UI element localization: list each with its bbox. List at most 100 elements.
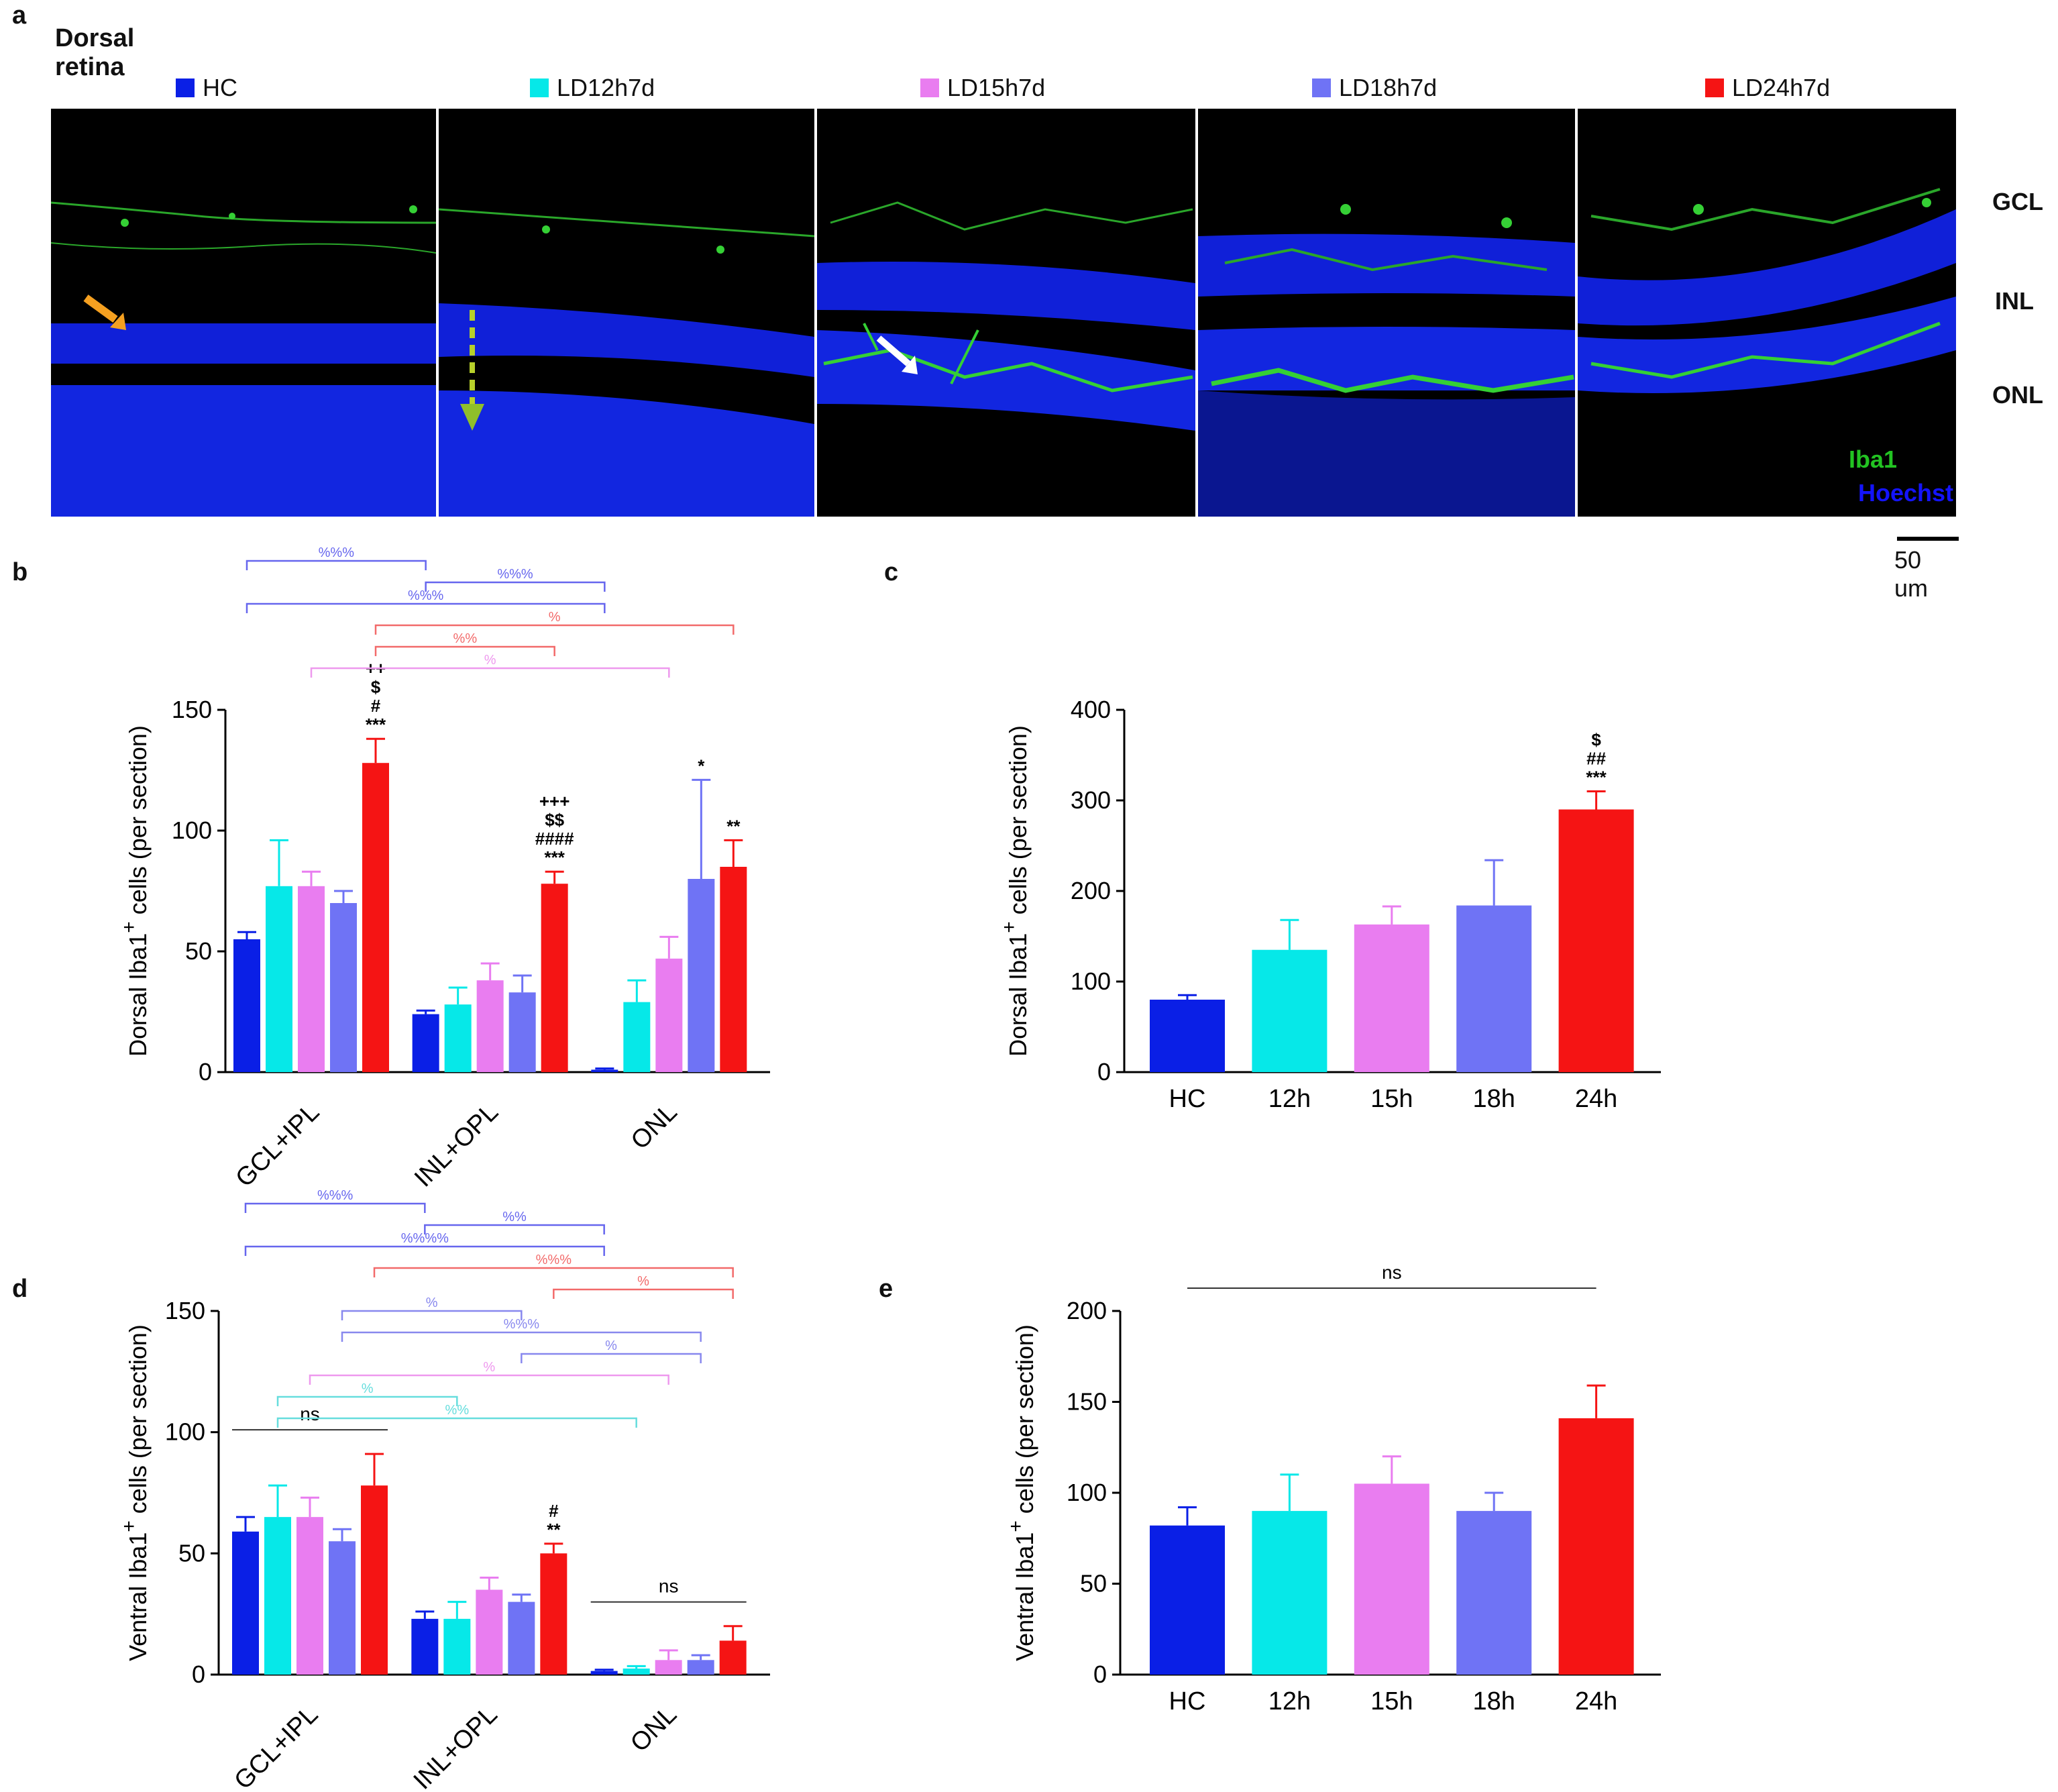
chart-e-y-tick-label: 100: [1067, 1479, 1107, 1506]
chart-b-comparison-bracket: [310, 667, 670, 678]
chart-d-ns-label: ns: [300, 1404, 320, 1424]
legend-item-hc: HC: [176, 74, 237, 102]
chart-b-bar: [688, 879, 715, 1072]
iba1-process: [51, 242, 436, 254]
chart-c-y-tick-label: 400: [1071, 696, 1111, 723]
chart-b-significance-mark: **: [726, 816, 741, 836]
chart-c-significance-mark: ***: [1586, 768, 1607, 788]
chart-b-x-tick-label: ONL: [626, 1098, 683, 1155]
micrograph-ld15: [817, 109, 1195, 517]
iba1-cell: [1922, 198, 1931, 207]
chart-d-comparison-bracket: [341, 1310, 523, 1320]
chart-d-comparison-bracket: [373, 1267, 734, 1277]
layer-label-onl: ONL: [1992, 381, 2043, 409]
micrograph-ld18: [1198, 109, 1575, 517]
legend-swatch-ld15: [920, 78, 939, 97]
chart-b-comparison-label: %%%: [497, 567, 533, 582]
chart-c-bar: [1456, 905, 1532, 1072]
chart-c-y-axis-label: Dorsal Iba1+ cells (per section): [998, 725, 1032, 1057]
chart-b-bar: [412, 1014, 439, 1072]
chart-b-x-tick-label: GCL+IPL: [230, 1098, 325, 1193]
chart-b-comparison-label: %%: [453, 631, 478, 646]
chart-d-comparison-label: %%%%: [401, 1231, 449, 1246]
chart-b-significance-mark: +++: [539, 791, 570, 811]
chart-b-comparison-bracket: [246, 560, 427, 570]
dashed-arrow-icon-head: [460, 404, 484, 431]
legend-swatch-ld12: [530, 78, 549, 97]
chart-e-bar: [1252, 1511, 1328, 1675]
chart-d-x-tick-label: GCL+IPL: [229, 1701, 323, 1792]
chart-c-y-tick-label: 200: [1071, 877, 1111, 904]
chart-d-bar: [655, 1660, 682, 1675]
chart-d-bar: [411, 1618, 439, 1675]
stain-label-hoechst: Hoechst: [1857, 479, 1953, 507]
chart-c-y-tick-label: 100: [1071, 967, 1111, 995]
chart-b-bar: [476, 980, 504, 1072]
chart-d-comparison-label: %: [362, 1381, 374, 1396]
chart-d-bar: [232, 1531, 259, 1675]
chart-e-x-tick-label: 12h: [1268, 1687, 1311, 1716]
chart-b-significance-mark: ***: [544, 847, 565, 867]
chart-d-y-tick-label: 150: [165, 1297, 205, 1324]
chart-c-y-tick-label: 0: [1097, 1058, 1111, 1086]
panel-label-b: b: [12, 558, 28, 586]
chart-d-bar: [443, 1618, 471, 1675]
chart-b-y-tick-label: 100: [172, 816, 212, 844]
chart-d-comparison-label: %%: [445, 1403, 470, 1418]
iba1-cell: [1693, 204, 1704, 215]
arrow-icon-head: [110, 313, 126, 330]
chart-d-comparison-label: %%%: [536, 1253, 572, 1267]
iba1-process: [1590, 321, 1941, 379]
chart-e-y-tick-label: 0: [1093, 1661, 1107, 1688]
chart-b-significance-mark: #: [371, 696, 381, 716]
legend-label-ld12: LD12h7d: [557, 74, 655, 101]
chart-d-y-tick-label: 100: [165, 1418, 205, 1446]
iba1-cell: [121, 219, 129, 227]
chart-b-bar: [444, 1004, 472, 1072]
chart-b-bar: [233, 939, 260, 1072]
scale-bar: [1897, 537, 1959, 541]
chart-c-bar: [1558, 809, 1634, 1072]
chart-c-bar: [1354, 924, 1429, 1072]
hoechst-band: [51, 323, 436, 364]
chart-e-y-axis-label: Ventral Iba1+ cells (per section): [1005, 1324, 1038, 1661]
iba1-process: [1211, 368, 1574, 393]
chart-d-y-tick-label: 50: [178, 1539, 205, 1567]
legend-item-ld15: LD15h7d: [920, 74, 1045, 102]
hoechst-band: [51, 385, 436, 517]
chart-d-bar: [687, 1660, 714, 1675]
chart-e-y-tick-label: 200: [1067, 1297, 1107, 1324]
chart-d-comparison-bracket: [244, 1202, 426, 1213]
chart-b-significance-mark: ####: [535, 829, 574, 849]
chart-b-comparison-bracket: [374, 624, 735, 635]
chart-b-bar: [362, 763, 389, 1072]
iba1-process: [439, 208, 814, 238]
chart-d-significance-mark: #: [549, 1501, 559, 1521]
chart-d-comparison-bracket: [521, 1353, 702, 1363]
legend-swatch-ld18: [1312, 78, 1331, 97]
legend-item-ld24: LD24h7d: [1705, 74, 1830, 102]
chart-e-y-tick-label: 150: [1067, 1388, 1107, 1416]
chart-d-comparison-label: %: [605, 1338, 617, 1353]
hoechst-band: [439, 303, 814, 377]
iba1-cell: [716, 246, 724, 254]
iba1-cell: [409, 205, 417, 213]
hoechst-band: [817, 262, 1195, 330]
iba1-cell: [1501, 217, 1512, 228]
chart-c-x-tick-label: 18h: [1472, 1085, 1515, 1113]
chart-e-bar: [1456, 1511, 1532, 1675]
chart-d-bar: [622, 1668, 650, 1675]
chart-b-comparison-bracket: [374, 645, 555, 656]
chart-c-x-tick-label: HC: [1169, 1085, 1206, 1113]
chart-c-bar: [1252, 949, 1328, 1072]
chart-d-comparison-label: %%: [502, 1210, 527, 1224]
page-title: Dorsal retina: [55, 24, 135, 81]
arrow-icon: [83, 295, 118, 323]
chart-b-significance-mark: $$: [545, 810, 564, 830]
chart-d-comparison-bracket: [244, 1245, 605, 1256]
arrow-icon-head: [902, 356, 918, 374]
chart-c-bar: [1150, 1000, 1225, 1072]
chart-d-comparison-bracket: [309, 1374, 669, 1385]
chart-b-comparison-label: %: [549, 610, 561, 625]
hoechst-band: [1198, 390, 1575, 517]
